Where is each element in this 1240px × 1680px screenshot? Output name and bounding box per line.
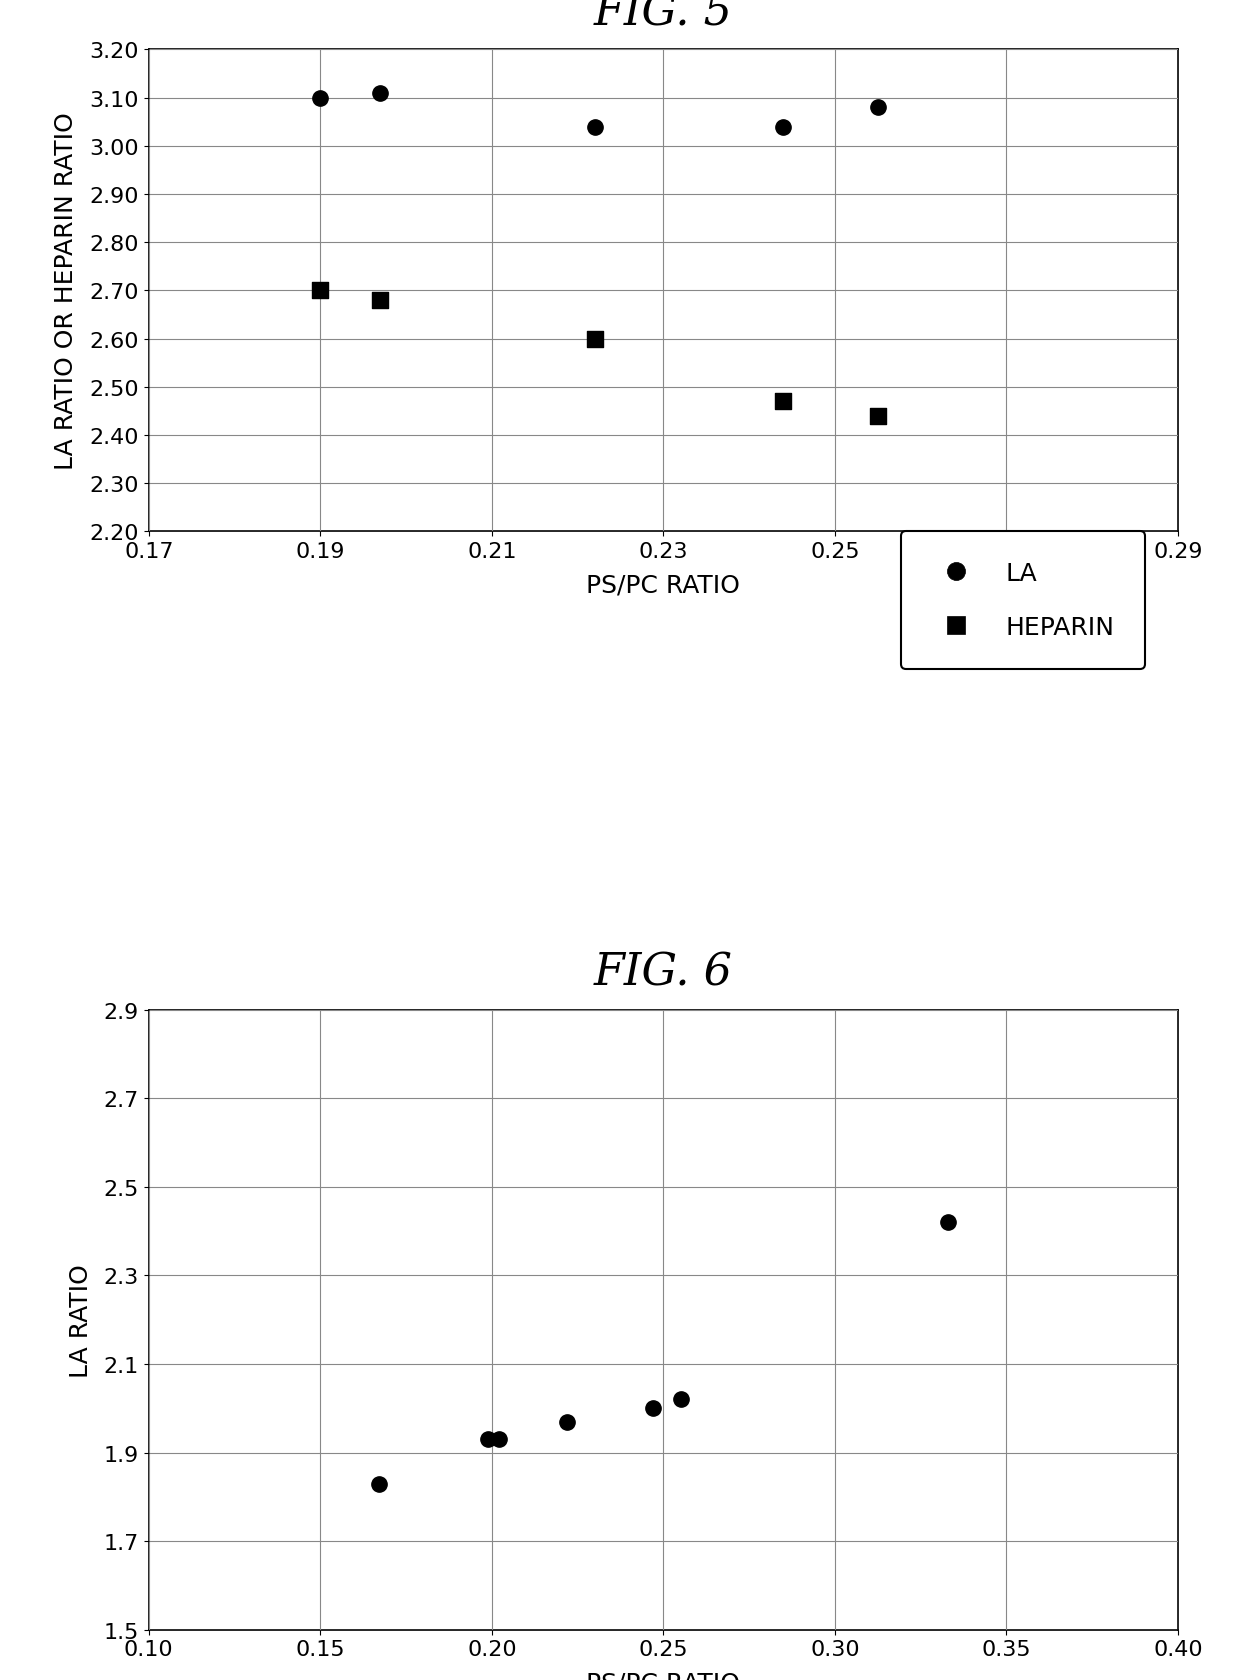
Title: FIG. 5: FIG. 5 (594, 0, 733, 34)
Point (585, 114, 605, 141)
Point (868, 94, 888, 121)
Point (939, 1210, 959, 1236)
Point (868, 403, 888, 430)
Point (310, 277, 330, 304)
Point (371, 81, 391, 108)
Legend: LA, HEPARIN: LA, HEPARIN (901, 533, 1145, 670)
X-axis label: PS/PC RATIO: PS/PC RATIO (587, 573, 740, 596)
Point (774, 388, 794, 415)
Point (585, 326, 605, 353)
Title: FIG. 6: FIG. 6 (594, 951, 733, 995)
Point (368, 1470, 388, 1497)
Point (479, 1426, 498, 1453)
Y-axis label: LA RATIO: LA RATIO (68, 1263, 93, 1378)
Point (558, 1408, 578, 1435)
Point (644, 1394, 663, 1421)
Point (310, 86, 330, 113)
Y-axis label: LA RATIO OR HEPARIN RATIO: LA RATIO OR HEPARIN RATIO (55, 113, 78, 470)
X-axis label: PS/PC RATIO: PS/PC RATIO (587, 1670, 740, 1680)
Point (371, 287, 391, 314)
Point (671, 1386, 691, 1413)
Point (489, 1426, 508, 1453)
Point (774, 114, 794, 141)
